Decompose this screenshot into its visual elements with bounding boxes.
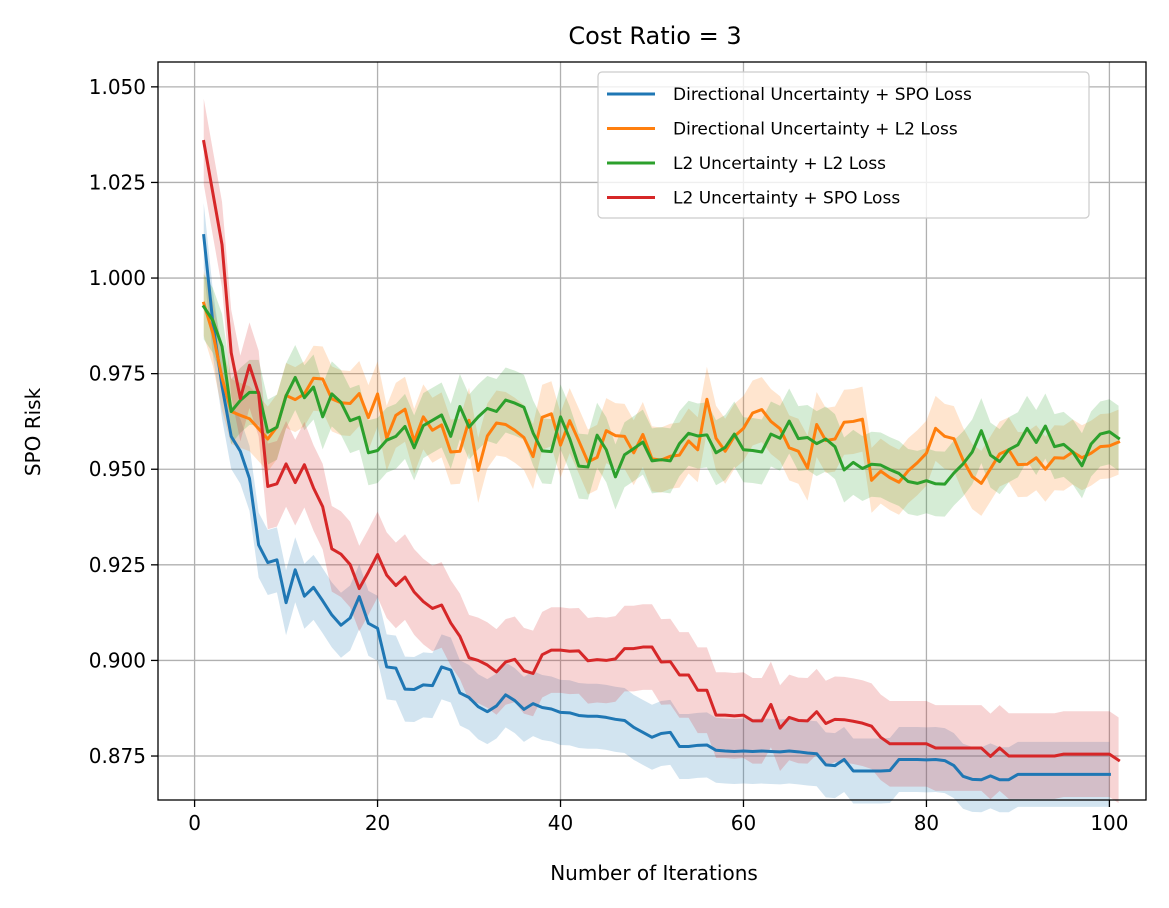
x-tick-label: 60 [731,811,756,835]
legend-label-l2-uncertainty-l2-loss: L2 Uncertainty + L2 Loss [673,154,886,174]
x-tick-label: 40 [548,811,573,835]
legend-box [597,71,1090,219]
y-tick-label: 1.000 [89,266,146,290]
y-axis-ticks: 0.875 0.900 0.925 0.950 0.975 1.000 1.025 1.050 [89,75,158,768]
y-axis-title: SPO Risk [21,387,45,476]
legend-label-directional-uncertainty-l2-loss: Directional Uncertainty + L2 Loss [673,120,958,140]
band-l2-uncertainty-spo-loss [203,98,1119,804]
line-l2-uncertainty-l2-loss [201,304,1121,486]
legend: Directional Uncertainty + SPO Loss Direct… [597,71,1090,219]
x-tick-label: 0 [188,811,201,835]
plot-frame [157,61,1147,801]
y-tick-label: 0.950 [89,457,146,481]
x-tick-label: 100 [1090,811,1128,835]
y-tick-label: 1.050 [89,75,146,99]
y-tick-label: 0.925 [89,553,146,577]
x-axis-title: Number of Iterations [550,861,758,885]
legend-label-directional-uncertainty-spo-loss: Directional Uncertainty + SPO Loss [673,85,972,105]
y-tick-label: 1.025 [89,170,146,194]
band-directional-uncertainty-l2-loss [203,270,1119,516]
band-directional-uncertainty-spo-loss [203,203,1110,813]
line-directional-uncertainty-spo-loss [202,233,1111,782]
y-tick-label: 0.975 [89,362,146,386]
x-axis-ticks: 0 20 40 60 80 100 [188,800,1129,835]
band-l2-uncertainty-l2-loss [203,274,1119,517]
y-tick-label: 0.875 [89,744,146,768]
x-tick-label: 20 [365,811,390,835]
legend-label-l2-uncertainty-spo-loss: L2 Uncertainty + SPO Loss [673,189,900,209]
series-lines [201,139,1121,782]
chart-title: Cost Ratio = 3 [568,22,741,50]
confidence-bands [203,98,1119,813]
line-l2-uncertainty-spo-loss [202,139,1121,763]
y-tick-label: 0.900 [89,648,146,672]
x-tick-label: 80 [914,811,939,835]
